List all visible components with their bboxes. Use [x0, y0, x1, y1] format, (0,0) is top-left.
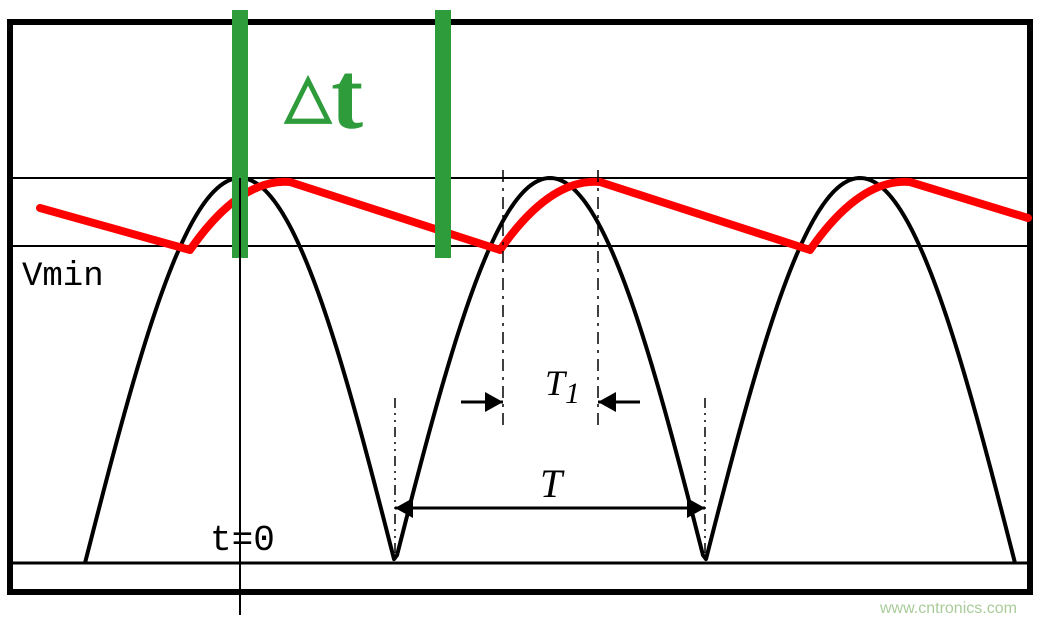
diagram-canvas: △t Vmin t=0 T1 T www.cntronics.com: [0, 0, 1057, 628]
waveform-svg: [0, 0, 1057, 628]
